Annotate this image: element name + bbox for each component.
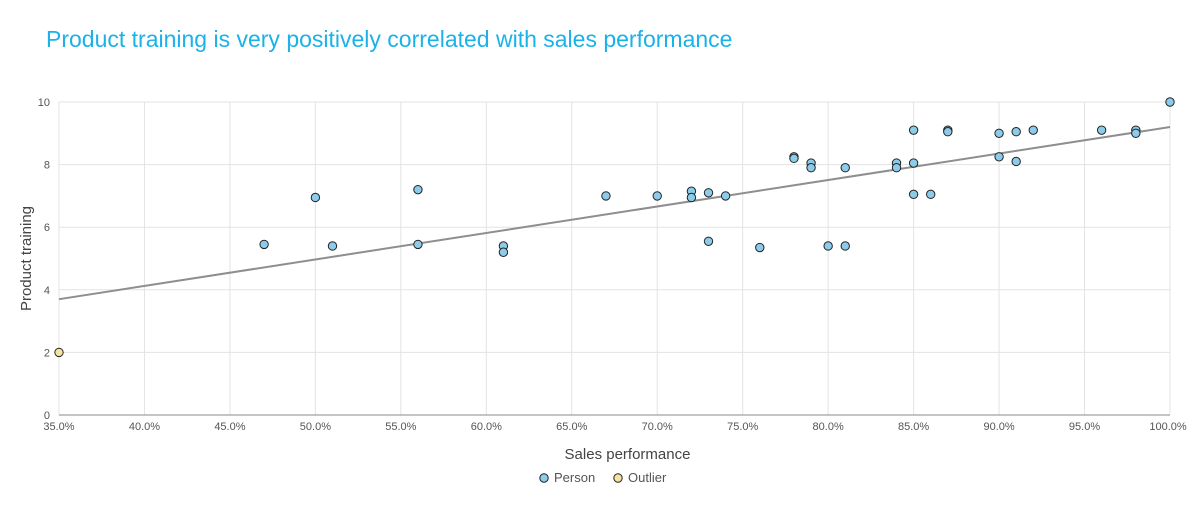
person-point [310,192,321,203]
y-tick-label: 2 [44,347,50,359]
trendline [58,126,1171,301]
person-point [652,191,662,201]
y-tick-label: 8 [44,160,50,172]
person-point [908,158,919,168]
gridlines [58,101,1171,416]
x-tick-label: 95.0% [1069,421,1100,433]
x-tick-label: 60.0% [471,421,502,433]
y-tick-label: 6 [44,222,50,234]
legend-label-person: Person [554,470,595,485]
person-point [806,163,816,173]
person-point [840,241,850,251]
x-tick-label: 65.0% [556,421,587,433]
person-point [601,191,611,201]
person-point [908,125,919,135]
person-point [994,152,1004,162]
legend-marker-person [539,473,549,483]
x-tick-label: 40.0% [129,421,160,433]
person-point [840,163,850,173]
data-points [54,97,1175,358]
x-tick-label: 45.0% [214,421,245,433]
person-point [720,191,731,201]
y-tick-label: 10 [38,97,50,109]
person-point [413,184,423,195]
y-tick-label: 0 [44,410,50,422]
y-tick-label: 4 [44,285,50,297]
x-tick-label: 35.0% [43,421,74,433]
person-point [1011,127,1021,137]
person-point [755,242,765,253]
person-point [891,163,902,173]
person-point [413,239,423,250]
legend: Person Outlier [539,470,667,485]
person-point [823,241,833,251]
person-point [498,247,509,257]
legend-label-outlier: Outlier [628,470,667,485]
x-tick-label: 70.0% [642,421,673,433]
y-tick-labels: 0 2 4 6 8 10 [38,97,50,422]
x-axis-label: Sales performance [565,446,691,463]
chart-title: Product training is very positively corr… [46,26,733,52]
person-point [703,236,714,246]
x-tick-label: 85.0% [898,421,929,433]
x-tick-label: 75.0% [727,421,758,433]
x-tick-label: 90.0% [983,421,1014,433]
person-point [908,189,919,200]
person-point [943,127,953,137]
x-tick-label: 55.0% [385,421,416,433]
person-point [259,239,269,250]
person-point [1131,128,1141,139]
person-point [789,153,799,164]
person-point [1028,125,1038,135]
y-axis-label: Product training [18,206,35,311]
person-point [686,192,697,203]
x-tick-labels: 35.0% 40.0% 45.0% 50.0% 55.0% 60.0% 65.0% 70.0%… [43,421,1186,433]
x-tick-label: 50.0% [300,421,331,433]
x-tick-label: 100.0% [1149,421,1187,433]
person-point [926,189,936,200]
person-point [1011,156,1021,167]
person-point [703,188,714,198]
legend-marker-outlier [613,473,623,483]
person-point [1096,125,1107,135]
x-tick-label: 80.0% [813,421,844,433]
outlier-point [54,347,64,358]
person-point [994,128,1004,139]
person-point [327,241,338,251]
person-point [1165,97,1175,107]
